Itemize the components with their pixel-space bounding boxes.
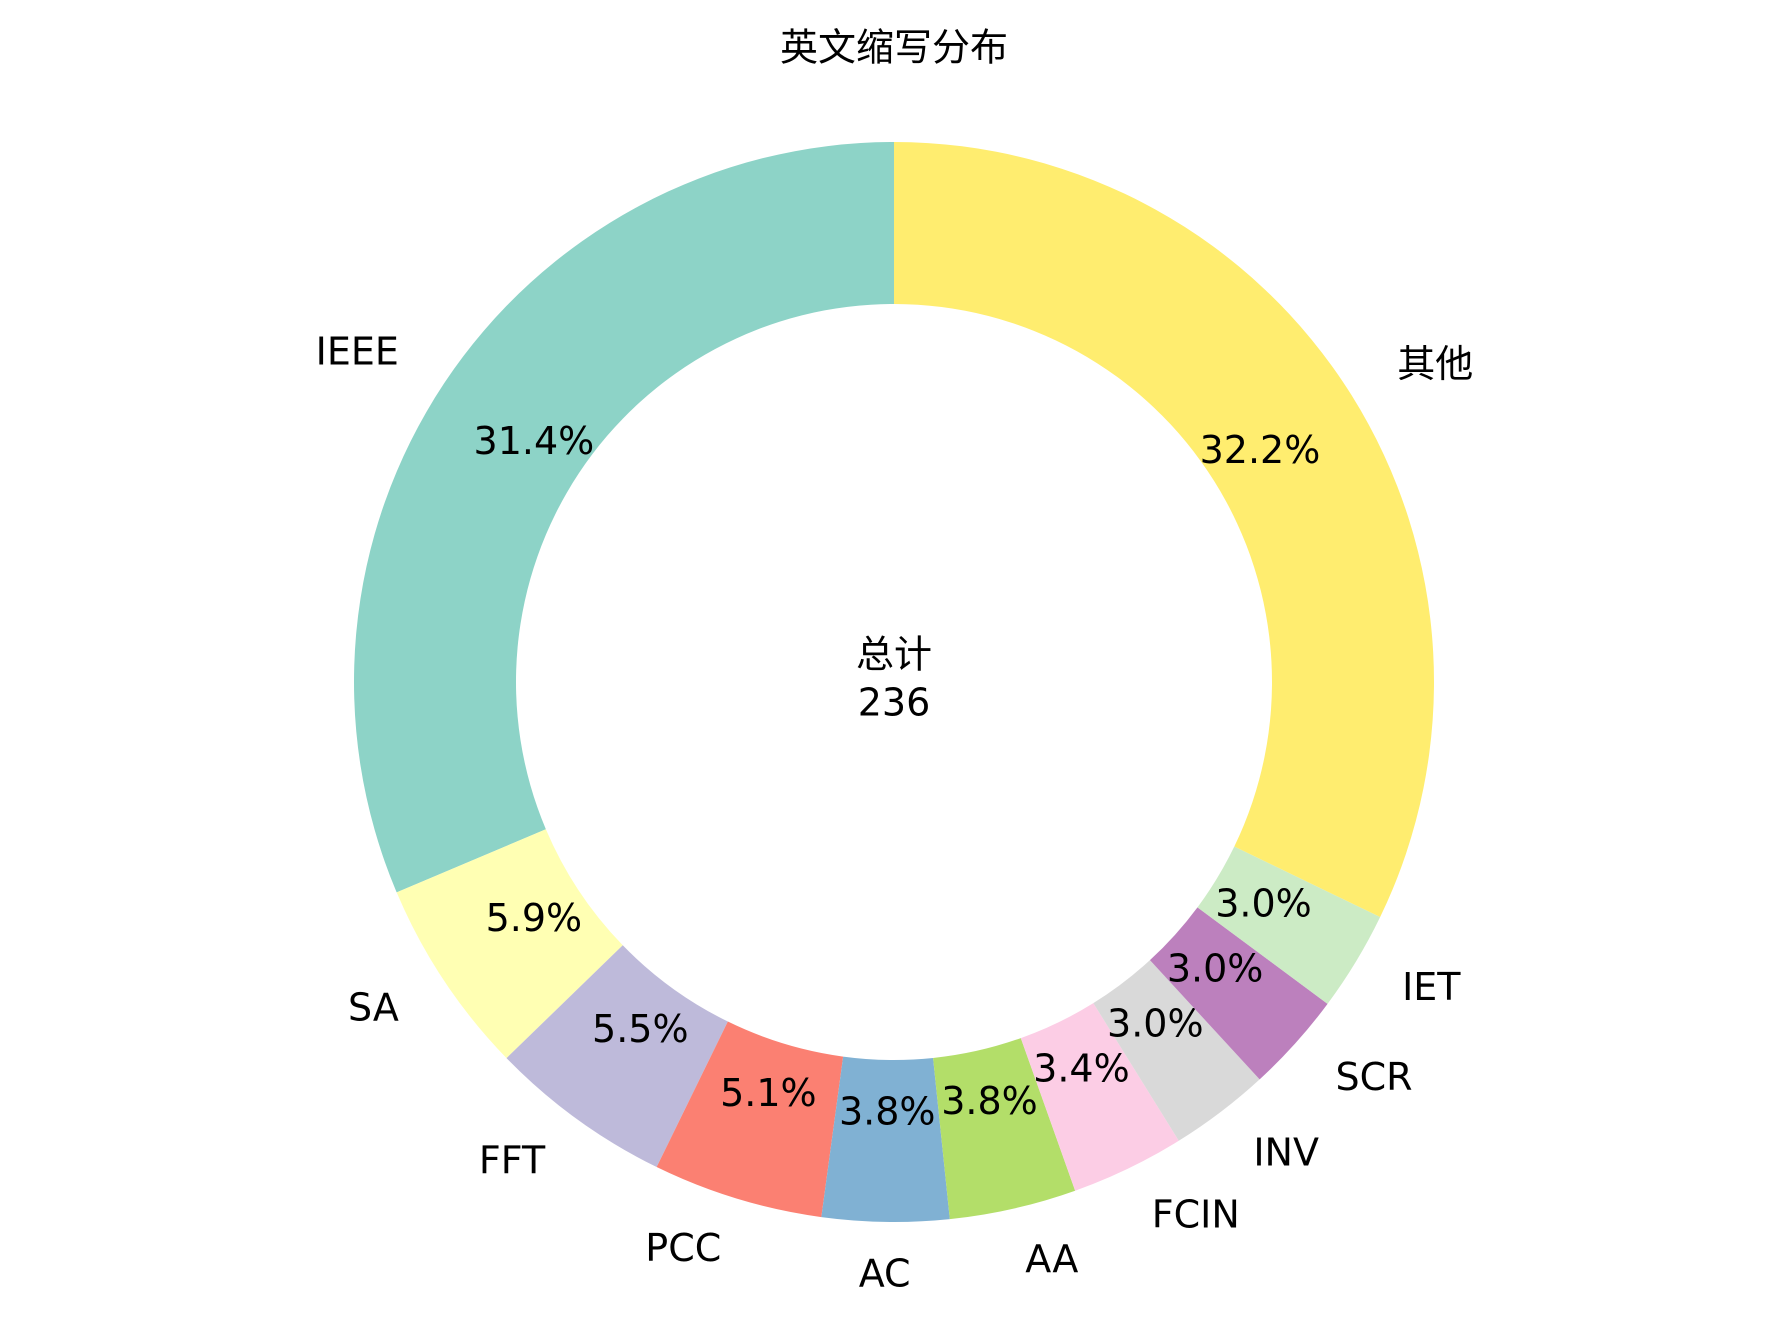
- slice-label: FFT: [479, 1138, 546, 1182]
- value-label: 5.1%: [720, 1071, 817, 1115]
- value-label: 3.8%: [941, 1079, 1038, 1123]
- value-label: 3.0%: [1215, 881, 1312, 925]
- slice: [656, 1021, 844, 1218]
- slice: [353, 142, 895, 893]
- center-total: 236: [858, 681, 931, 725]
- slice-label: AA: [1025, 1237, 1078, 1281]
- slice-label: FCIN: [1152, 1193, 1240, 1237]
- slice: [1197, 846, 1381, 1004]
- slice-label: IET: [1402, 965, 1461, 1009]
- slice: [1149, 907, 1328, 1080]
- value-label: 3.4%: [1033, 1047, 1130, 1091]
- slice-label: INV: [1253, 1130, 1319, 1174]
- chart-title: 英文缩写分布: [780, 26, 1008, 70]
- slice: [821, 1056, 950, 1223]
- slice-label: PCC: [645, 1226, 721, 1270]
- slice: [1093, 960, 1260, 1141]
- slice-label: 其他: [1397, 342, 1473, 386]
- slice-label: SCR: [1336, 1055, 1413, 1099]
- value-label: 32.2%: [1200, 428, 1321, 472]
- value-label: 5.5%: [592, 1007, 689, 1051]
- value-label: 31.4%: [474, 419, 595, 463]
- value-label: 5.9%: [486, 896, 583, 940]
- slice: [396, 829, 623, 1059]
- slice-label: SA: [348, 986, 399, 1030]
- slice: [894, 142, 1435, 918]
- value-label: 3.0%: [1107, 1001, 1204, 1045]
- value-label: 3.0%: [1167, 946, 1264, 990]
- slice-label: AC: [859, 1251, 911, 1295]
- slice: [1020, 1003, 1179, 1191]
- center-title: 总计: [856, 633, 932, 677]
- value-label: 3.8%: [839, 1089, 936, 1133]
- slice-label: IEEE: [316, 329, 399, 373]
- slice: [506, 945, 728, 1168]
- slice: [933, 1038, 1076, 1220]
